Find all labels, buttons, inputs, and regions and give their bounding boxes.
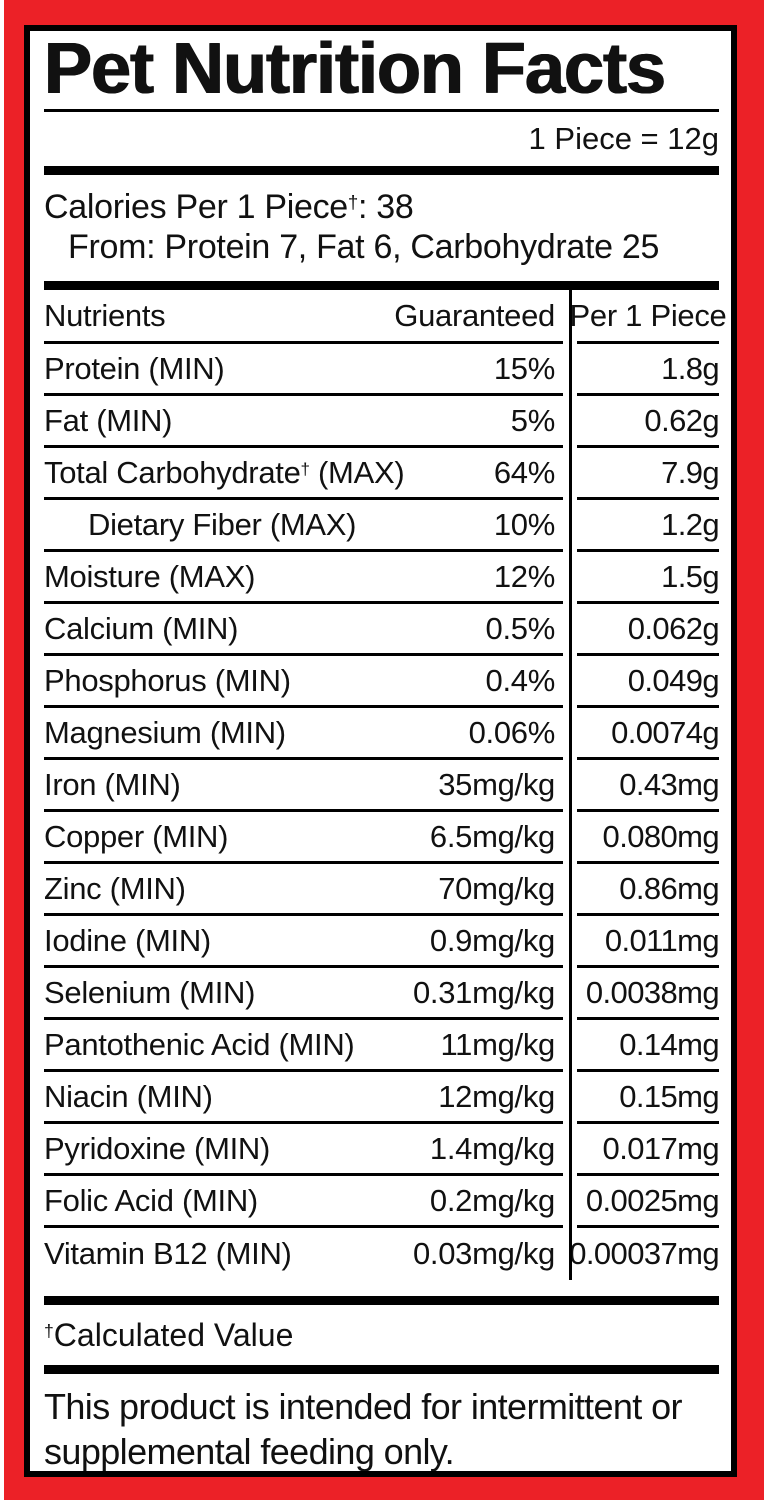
guaranteed-value: 0.06%	[468, 714, 556, 750]
dagger-symbol: †	[300, 458, 310, 478]
guaranteed-value: 6.5mg/kg	[429, 818, 555, 854]
per-piece-value: 0.86mg	[577, 864, 720, 916]
calories-line: Calories Per 1 Piece†: 38	[44, 187, 719, 227]
table-row-selenium: Selenium (MIN) 0.31mg/kg 0.0038mg	[44, 968, 720, 1020]
nutrient-name: Iron (MIN)	[44, 766, 181, 802]
calculated-value-footnote: †Calculated Value	[44, 1316, 719, 1354]
table-row-pantothenic-acid: Pantothenic Acid (MIN) 11mg/kg 0.14mg	[44, 1020, 720, 1072]
table-row-iron: Iron (MIN) 35mg/kg 0.43mg	[44, 760, 720, 812]
guaranteed-value: 0.03mg/kg	[412, 1236, 555, 1271]
nutrient-name: Folic Acid (MIN)	[44, 1182, 258, 1218]
nutrient-name: Moisture (MAX)	[44, 558, 256, 594]
per-piece-value: 1.2g	[577, 500, 720, 552]
table-row-dietary-fiber: Dietary Fiber (MAX) 10% 1.2g	[44, 500, 720, 552]
nutrient-name: Iodine (MIN)	[44, 922, 211, 958]
guaranteed-value: 12mg/kg	[438, 1078, 555, 1114]
per-piece-value: 0.62g	[577, 396, 720, 448]
per-piece-value: 7.9g	[577, 448, 720, 500]
nutrient-name: Vitamin B12 (MIN)	[44, 1236, 292, 1271]
nutrition-table: Nutrients Guaranteed Per 1 Piece Protein…	[44, 281, 727, 1280]
footnote-text: Calculated Value	[53, 1317, 294, 1353]
per-piece-value: 0.0025mg	[577, 1176, 720, 1228]
nutrient-name: Zinc (MIN)	[44, 870, 186, 906]
table-row-protein: Protein (MIN) 15% 1.8g	[44, 344, 720, 396]
serving-size: 1 Piece = 12g	[528, 121, 719, 156]
nutrient-name: Selenium (MIN)	[44, 974, 256, 1010]
nutrient-name: Pyridoxine (MIN)	[44, 1130, 271, 1166]
nutrient-name: Calcium (MIN)	[44, 610, 239, 646]
title-rule	[44, 109, 719, 112]
header-per-piece: Per 1 Piece	[570, 290, 727, 344]
table-row-magnesium: Magnesium (MIN) 0.06% 0.0074g	[44, 708, 720, 760]
table-row-vitamin-b12: Vitamin B12 (MIN) 0.03mg/kg 0.00037mg	[44, 1228, 720, 1280]
guaranteed-value: 35mg/kg	[438, 766, 555, 802]
nutrient-name: Dietary Fiber (MAX)	[88, 506, 357, 542]
guaranteed-value: 0.9mg/kg	[429, 922, 555, 958]
per-piece-value: 0.0074g	[577, 708, 720, 760]
nutrient-name: Phosphorus (MIN)	[44, 662, 291, 698]
guaranteed-value: 70mg/kg	[438, 870, 555, 906]
guaranteed-value: 64%	[493, 454, 555, 490]
per-piece-value: 0.011mg	[577, 916, 720, 968]
per-piece-value: 1.8g	[577, 344, 720, 396]
feeding-statement: This product is intended for intermitten…	[44, 1386, 683, 1472]
table-row-total-carbohydrate: Total Carbohydrate† (MAX) 64% 7.9g	[44, 448, 720, 500]
guaranteed-value: 0.31mg/kg	[412, 974, 555, 1010]
per-piece-value: 0.00037mg	[569, 1236, 719, 1271]
table-row-moisture: Moisture (MAX) 12% 1.5g	[44, 552, 720, 604]
pet-nutrition-facts-panel: Pet Nutrition Facts 1 Piece = 12g Calori…	[24, 25, 737, 1477]
left-margin-sliver	[0, 0, 4, 1500]
per-piece-value: 0.43mg	[577, 760, 720, 812]
guaranteed-value: 0.2mg/kg	[429, 1182, 555, 1218]
calories-text: Calories Per 1 Piece	[44, 188, 348, 226]
nutrient-name: Fat (MIN)	[44, 402, 173, 438]
per-piece-value: 0.049g	[577, 656, 720, 708]
divider-bar-bottom	[44, 1365, 719, 1374]
header-guaranteed: Guaranteed	[394, 297, 555, 333]
guaranteed-value: 12%	[493, 558, 555, 594]
per-piece-value: 0.14mg	[577, 1020, 720, 1072]
nutrient-name: Copper (MIN)	[44, 818, 229, 854]
guaranteed-value: 10%	[493, 506, 555, 542]
calories-value: : 38	[358, 188, 414, 226]
nutrient-name: Protein (MIN)	[44, 350, 225, 386]
table-header-row: Nutrients Guaranteed Per 1 Piece	[44, 290, 727, 344]
guaranteed-value: 0.5%	[485, 610, 556, 646]
divider-bar-mid	[44, 1296, 719, 1305]
table-row-folic-acid: Folic Acid (MIN) 0.2mg/kg 0.0025mg	[44, 1176, 720, 1228]
table-row-zinc: Zinc (MIN) 70mg/kg 0.86mg	[44, 864, 720, 916]
dagger-symbol: †	[347, 191, 359, 213]
per-piece-value: 0.017mg	[577, 1124, 720, 1176]
divider-bar-top	[44, 166, 719, 175]
table-row-copper: Copper (MIN) 6.5mg/kg 0.080mg	[44, 812, 720, 864]
per-piece-value: 0.062g	[577, 604, 720, 656]
per-piece-value: 1.5g	[577, 552, 720, 604]
column-divider	[569, 290, 572, 1280]
table-row-niacin: Niacin (MIN) 12mg/kg 0.15mg	[44, 1072, 720, 1124]
guaranteed-value: 15%	[493, 350, 555, 386]
table-row-calcium: Calcium (MIN) 0.5% 0.062g	[44, 604, 720, 656]
page-title: Pet Nutrition Facts	[44, 29, 666, 109]
nutrient-name: Magnesium (MIN)	[44, 714, 286, 750]
table-top-bar	[44, 281, 719, 290]
guaranteed-value: 0.4%	[485, 662, 556, 698]
per-piece-value: 0.15mg	[577, 1072, 720, 1124]
nutrient-name: Pantothenic Acid (MIN)	[44, 1026, 355, 1062]
guaranteed-value: 5%	[510, 402, 556, 438]
calories-from-line: From: Protein 7, Fat 6, Carbohydrate 25	[68, 228, 660, 266]
per-piece-value: 0.080mg	[577, 812, 720, 864]
table-row-pyridoxine: Pyridoxine (MIN) 1.4mg/kg 0.017mg	[44, 1124, 720, 1176]
per-piece-value: 0.0038mg	[577, 968, 720, 1020]
header-nutrients: Nutrients	[44, 297, 166, 333]
guaranteed-value: 1.4mg/kg	[429, 1130, 555, 1166]
dagger-symbol: †	[44, 1321, 54, 1342]
guaranteed-value: 11mg/kg	[440, 1026, 556, 1062]
nutrient-name: Niacin (MIN)	[44, 1078, 213, 1114]
nutrient-name: Total Carbohydrate† (MAX)	[44, 454, 405, 490]
table-row-phosphorus: Phosphorus (MIN) 0.4% 0.049g	[44, 656, 720, 708]
table-row-iodine: Iodine (MIN) 0.9mg/kg 0.011mg	[44, 916, 720, 968]
table-row-fat: Fat (MIN) 5% 0.62g	[44, 396, 720, 448]
